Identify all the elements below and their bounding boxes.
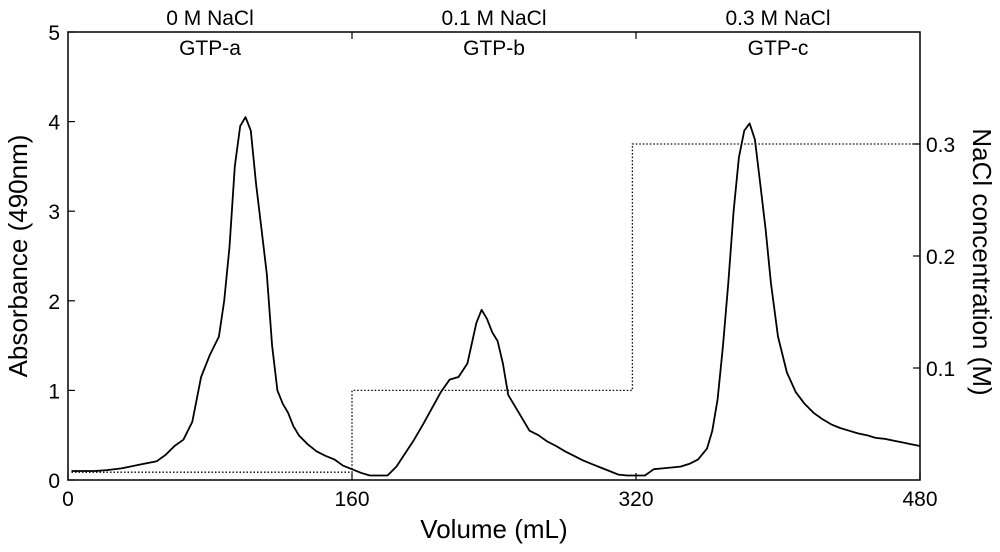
x-tick-label: 160 (334, 488, 369, 511)
segment-fraction-label: GTP-b (463, 37, 525, 60)
segment-fraction-label: GTP-c (748, 37, 809, 60)
series-layer (72, 117, 921, 475)
y-tick-label: 2 (48, 291, 60, 314)
x-tick-label: 320 (618, 488, 653, 511)
absorbance-line (72, 117, 921, 475)
y2-tick-label: 0.1 (926, 358, 955, 381)
y2-axis-label: NaCl concentration (M) (967, 128, 997, 395)
axes-frame (68, 32, 920, 480)
y-tick-label: 5 (48, 22, 60, 45)
y-tick-label: 3 (48, 201, 60, 224)
nacl-gradient-line (72, 144, 921, 472)
y-tick-label: 0 (48, 470, 60, 493)
segment-header: 0 M NaCl GTP-a 0.1 M NaCl GTP-b 0.3 M NaCl GT… (166, 7, 830, 60)
segment-fraction-label: GTP-a (179, 37, 241, 60)
y-tick-label: 1 (48, 380, 60, 403)
x-axis-label: Volume (mL) (420, 514, 567, 544)
y2-tick-label: 0.2 (926, 246, 955, 269)
y-axis-label: Absorbance (490nm) (3, 135, 33, 378)
x-tick-label: 480 (902, 488, 937, 511)
y2-tick-label: 0.3 (926, 134, 955, 157)
segment-salt-label: 0 M NaCl (166, 7, 254, 30)
plot-frame (68, 32, 920, 480)
segment-salt-label: 0.3 M NaCl (725, 7, 830, 30)
x-tick-label: 0 (62, 488, 74, 511)
segment-salt-label: 0.1 M NaCl (441, 7, 546, 30)
y-tick-label: 4 (48, 112, 60, 135)
